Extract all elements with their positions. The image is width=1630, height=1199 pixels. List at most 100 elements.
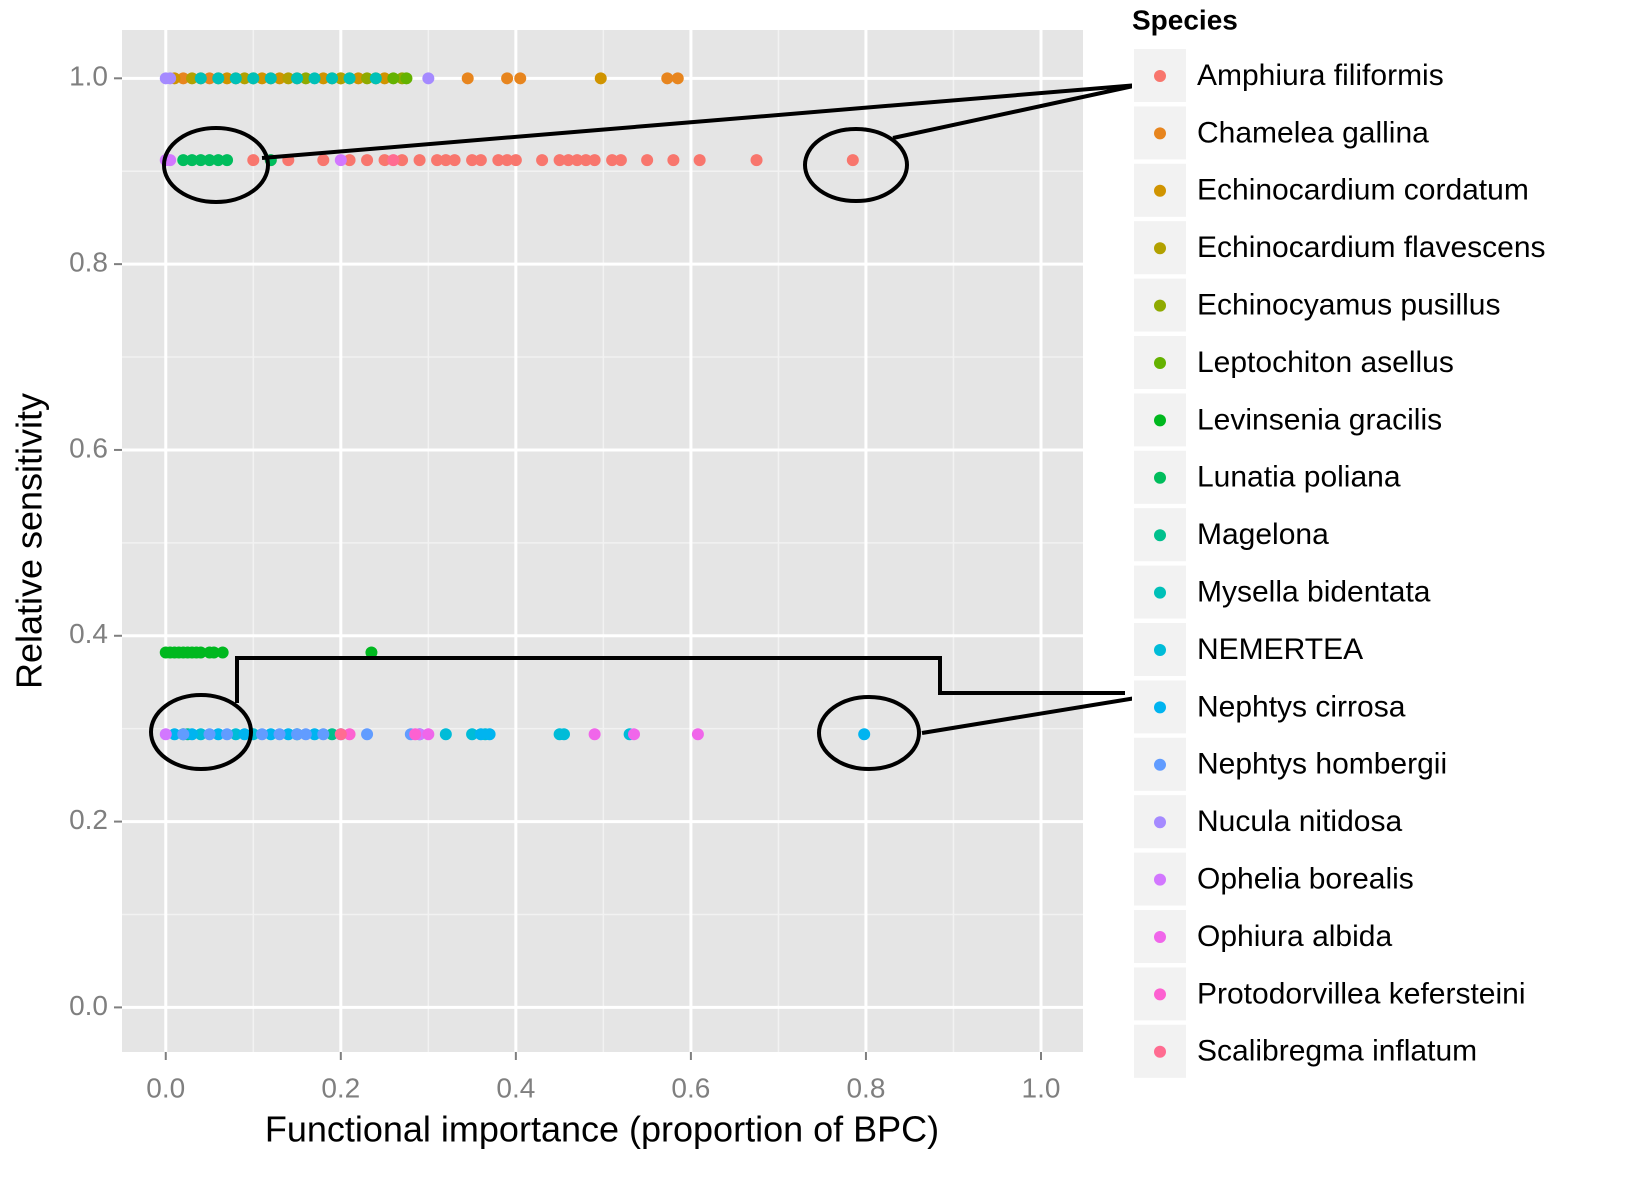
point — [203, 72, 216, 85]
point — [492, 154, 505, 167]
point — [264, 728, 277, 741]
point — [203, 154, 216, 167]
y-axis-title: Relative sensitivity — [9, 393, 50, 689]
point — [186, 728, 199, 741]
highlight-ellipse — [817, 695, 921, 771]
point — [343, 154, 356, 167]
point — [229, 72, 242, 85]
point — [514, 72, 527, 85]
point — [256, 728, 269, 741]
x-tick-label: 0.0 — [146, 1072, 185, 1103]
legend-label: Leptochiton asellus — [1197, 346, 1454, 379]
point — [229, 728, 242, 741]
point — [431, 154, 444, 167]
legend-symbol — [1154, 70, 1166, 82]
legend: Amphiura filiformis Chamelea gallina Echin… — [1132, 47, 1546, 1080]
point — [186, 72, 199, 85]
point — [264, 72, 277, 85]
legend-label: Protodorvillea kefersteini — [1197, 977, 1526, 1010]
legend-key — [1132, 391, 1188, 449]
point — [343, 728, 356, 741]
point — [667, 154, 680, 167]
connector-line — [235, 656, 1125, 703]
point — [299, 728, 312, 741]
point — [194, 72, 207, 85]
point — [203, 728, 216, 741]
point — [571, 154, 584, 167]
point — [326, 728, 339, 741]
legend-label: Amphiura filiformis — [1197, 59, 1444, 92]
point — [361, 154, 374, 167]
point — [409, 728, 422, 741]
legend-symbol — [1154, 931, 1166, 943]
legend-symbol — [1154, 988, 1166, 1001]
point — [422, 72, 435, 85]
legend-label: Nephtys cirrosa — [1197, 690, 1406, 723]
point — [579, 154, 592, 167]
point — [317, 154, 330, 167]
point — [474, 728, 487, 741]
point — [661, 72, 674, 85]
legend-title: Species — [1132, 4, 1238, 35]
legend-key — [1132, 793, 1188, 851]
legend-symbol — [1154, 529, 1166, 542]
annotations — [149, 83, 1143, 771]
point — [557, 728, 570, 741]
connector-line — [892, 83, 1139, 140]
point — [750, 154, 763, 167]
point — [628, 728, 641, 741]
legend-label: Echinocardium cordatum — [1197, 174, 1529, 207]
point — [439, 154, 452, 167]
legend-symbol — [1154, 414, 1166, 427]
point — [164, 72, 177, 85]
highlight-ellipse — [162, 126, 270, 204]
legend-label: Ophelia borealis — [1197, 863, 1414, 896]
point — [361, 72, 374, 85]
point — [291, 72, 304, 85]
point — [691, 728, 704, 741]
legend-label: Nephtys hombergii — [1197, 748, 1447, 781]
point — [369, 72, 382, 85]
legend-label: Ophiura albida — [1197, 920, 1392, 953]
point — [194, 154, 207, 167]
point — [212, 728, 225, 741]
legend-symbol — [1154, 299, 1166, 312]
point — [562, 154, 575, 167]
y-tick-label: 0.4 — [69, 618, 108, 649]
y-tick-label: 0.0 — [69, 990, 108, 1021]
point — [474, 154, 487, 167]
legend-label: Echinocyamus pusillus — [1197, 289, 1500, 322]
legend-label: Mysella bidentata — [1197, 576, 1431, 609]
connector-line — [921, 695, 1143, 735]
point — [553, 154, 566, 167]
point — [501, 72, 514, 85]
point — [334, 728, 347, 741]
point — [334, 154, 347, 167]
legend-symbol — [1154, 758, 1166, 771]
point — [212, 72, 225, 85]
x-tick-label: 1.0 — [1022, 1072, 1061, 1103]
point — [671, 72, 684, 85]
y-tick-label: 0.8 — [69, 247, 108, 278]
point — [614, 154, 627, 167]
point — [334, 72, 347, 85]
point — [641, 154, 654, 167]
point — [186, 154, 199, 167]
point — [238, 728, 251, 741]
point — [846, 154, 859, 167]
point — [413, 154, 426, 167]
point — [466, 154, 479, 167]
point — [247, 72, 260, 85]
point — [858, 728, 871, 741]
x-tick-label: 0.4 — [496, 1072, 535, 1103]
connector-line — [261, 83, 1139, 160]
point — [212, 154, 225, 167]
point — [509, 154, 522, 167]
legend-symbol — [1154, 471, 1166, 484]
point — [238, 72, 251, 85]
point — [282, 728, 295, 741]
legend-symbol — [1154, 184, 1166, 197]
legend-symbol — [1154, 586, 1166, 599]
legend-label: Scalibregma inflatum — [1197, 1035, 1477, 1068]
point — [466, 728, 479, 741]
